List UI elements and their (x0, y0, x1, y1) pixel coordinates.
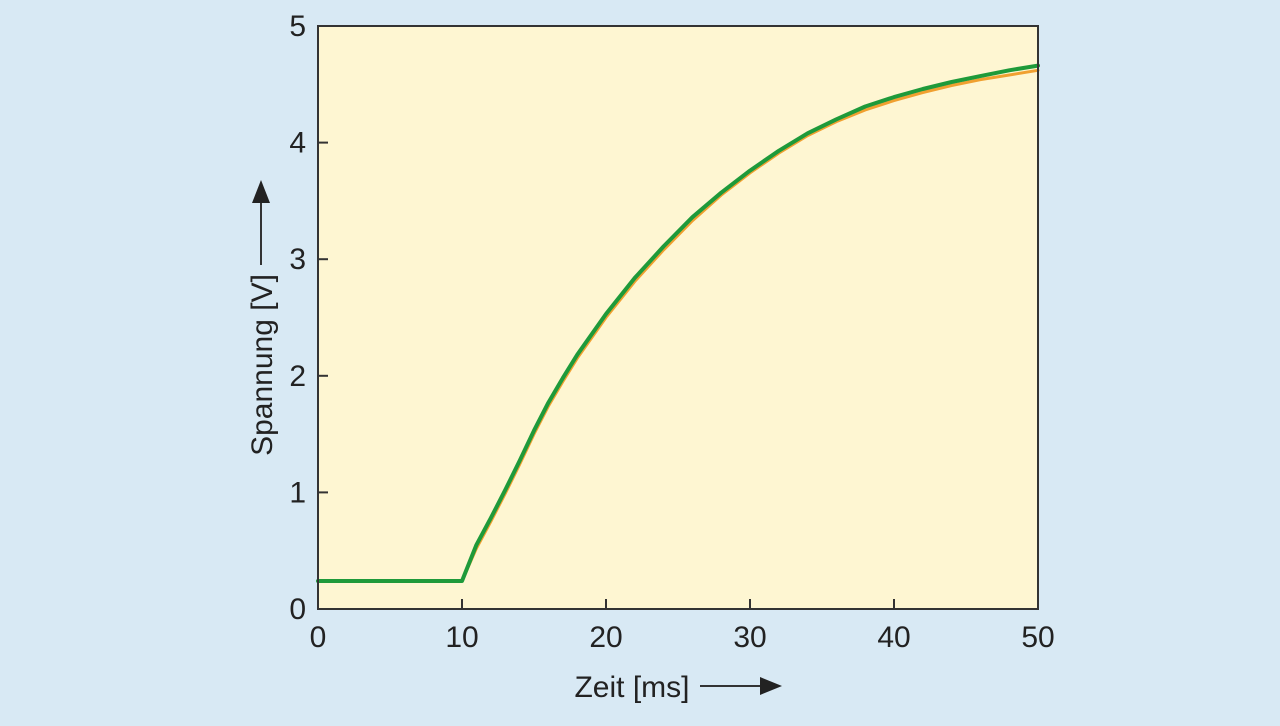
x-axis-title-group: Zeit [ms] (574, 671, 782, 704)
series-layer (316, 63, 1040, 583)
y-tick-label: 2 (289, 360, 306, 393)
y-tick-label: 3 (289, 243, 306, 276)
plot-area (318, 26, 1038, 609)
series-line-2 (316, 63, 1040, 583)
x-axis-arrow-icon (760, 677, 782, 695)
y-tick-label: 4 (289, 127, 306, 160)
x-tick-label: 50 (1021, 621, 1054, 654)
x-tick-label: 30 (733, 621, 766, 654)
y-axis-arrow-icon (252, 180, 270, 203)
y-axis-title-group: Spannung [V] (246, 180, 279, 456)
x-tick-label: 0 (310, 621, 327, 654)
y-tick-label: 0 (289, 593, 306, 626)
y-tick-label: 1 (289, 476, 306, 509)
y-tick-label: 5 (289, 10, 306, 43)
ticks-layer: 0 10 20 30 40 50 0 1 2 3 4 5 (289, 10, 1054, 654)
x-tick-label: 10 (445, 621, 478, 654)
x-axis-title: Zeit [ms] (574, 671, 689, 704)
x-tick-label: 40 (877, 621, 910, 654)
plot-frame (317, 25, 1039, 610)
y-axis-title: Spannung [V] (246, 274, 279, 456)
x-tick-label: 20 (589, 621, 622, 654)
